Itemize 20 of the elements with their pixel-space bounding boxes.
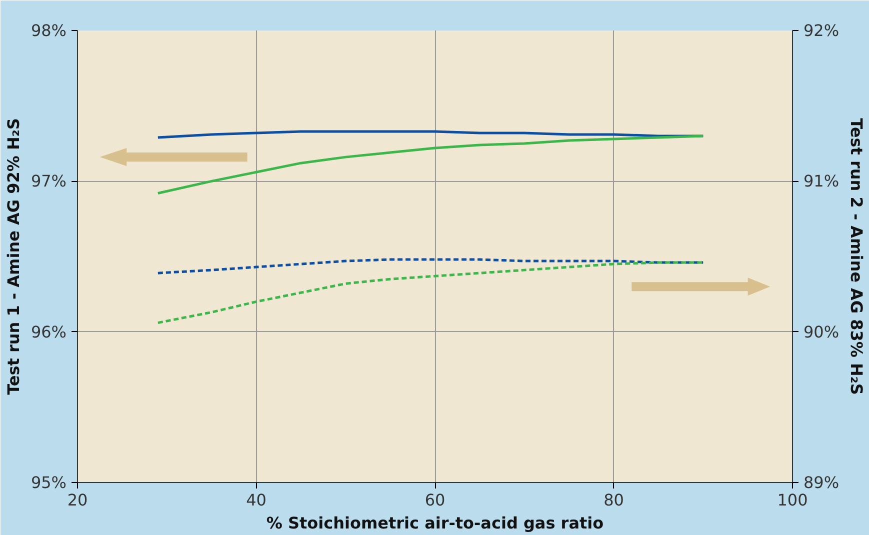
line-series bbox=[156, 130, 704, 139]
y2-axis-title: Test run 2 - Amine AG 83% H₂S bbox=[847, 118, 866, 395]
x-tick-label: 80 bbox=[604, 490, 624, 510]
y2-tick-label: 92% bbox=[804, 21, 840, 40]
x-tick-label: 40 bbox=[246, 490, 266, 510]
y-tick-label: 98% bbox=[30, 21, 66, 40]
y-tick-label: 95% bbox=[30, 473, 66, 492]
y2-tick-label: 90% bbox=[804, 322, 840, 342]
x-tick-label: 20 bbox=[67, 490, 88, 510]
y-axis-title: Test run 1 - Amine AG 92% H₂S bbox=[4, 118, 23, 395]
x-tick-label: 100 bbox=[777, 490, 808, 510]
line-series bbox=[156, 261, 704, 324]
y-tick-label: 96% bbox=[30, 322, 66, 342]
line-series bbox=[156, 258, 704, 274]
x-tick-label: 60 bbox=[424, 490, 446, 510]
y2-tick-label: 89% bbox=[804, 473, 840, 492]
line-series bbox=[156, 134, 704, 194]
y2-tick-label: 91% bbox=[804, 172, 840, 191]
y-tick-label: 97% bbox=[30, 172, 66, 191]
x-axis-title: % Stoichiometric air-to-acid gas ratio bbox=[266, 514, 604, 532]
